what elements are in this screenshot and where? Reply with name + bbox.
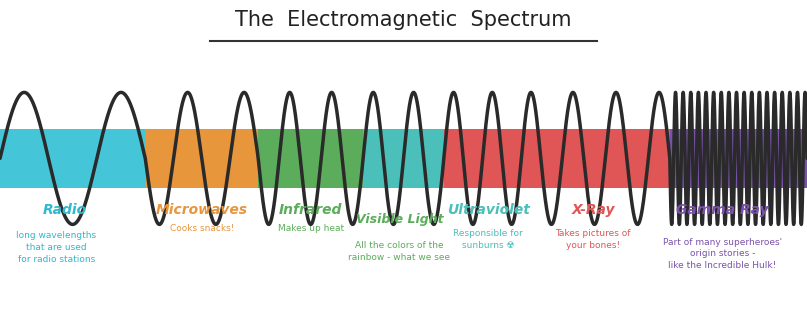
Text: All the colors of the
rainbow - what we see: All the colors of the rainbow - what we …: [349, 241, 450, 262]
Text: X-Ray: X-Ray: [571, 203, 615, 217]
Bar: [444, 129, 541, 188]
Bar: [145, 129, 258, 188]
Text: Takes pictures of
your bones!: Takes pictures of your bones!: [555, 229, 631, 250]
Text: Radio: Radio: [43, 203, 86, 217]
Text: long wavelengths
that are used
for radio stations: long wavelengths that are used for radio…: [16, 231, 97, 264]
Bar: [0, 129, 145, 188]
Text: Responsible for
sunburns ☢: Responsible for sunburns ☢: [454, 229, 523, 250]
Text: Part of many superheroes'
origin stories -
like the Incredible Hulk!: Part of many superheroes' origin stories…: [663, 238, 782, 270]
Bar: [258, 129, 363, 188]
Text: Microwaves: Microwaves: [156, 203, 248, 217]
Text: The  Electromagnetic  Spectrum: The Electromagnetic Spectrum: [236, 10, 571, 30]
Text: Visible Light: Visible Light: [356, 213, 443, 226]
Text: Cooks snacks!: Cooks snacks!: [169, 224, 234, 233]
Text: Ultraviolet: Ultraviolet: [447, 203, 529, 217]
Text: Gamma Ray: Gamma Ray: [676, 203, 768, 217]
Text: Infrared: Infrared: [279, 203, 342, 217]
Text: Makes up heat: Makes up heat: [278, 224, 344, 233]
Bar: [541, 129, 670, 188]
Bar: [670, 129, 807, 188]
Bar: [363, 129, 444, 188]
